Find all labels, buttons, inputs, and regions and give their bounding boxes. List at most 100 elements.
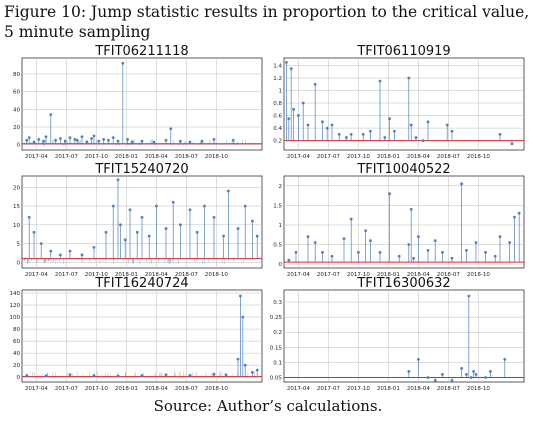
data-point (179, 223, 182, 227)
data-point (236, 357, 240, 361)
data-point (169, 127, 173, 131)
x-tick-label: 2017-07 (317, 272, 340, 278)
data-point (243, 204, 247, 208)
data-point (465, 248, 468, 252)
data-point (297, 114, 300, 117)
x-tick-label: 2018-10 (205, 272, 228, 278)
x-tick-label: 2018-01 (115, 386, 138, 392)
data-point (251, 219, 254, 223)
data-point (179, 139, 182, 143)
data-point (68, 249, 72, 253)
data-point (200, 139, 204, 143)
chart-title: TFIT10040522 (356, 162, 450, 177)
x-tick-label: 2017-10 (347, 154, 370, 160)
data-point (397, 254, 401, 258)
data-point (460, 367, 463, 370)
data-point (212, 372, 216, 376)
y-tick-label: 0.5 (273, 243, 282, 249)
chart-panel-1: TFIT06211118 2017-04 2017-07 2017-10 2018-01… (13, 44, 263, 160)
y-tick-label: 0.05 (270, 375, 283, 381)
y-tick-label: 1.5 (273, 203, 282, 209)
data-point (469, 376, 473, 379)
x-tick-label: 2017-07 (55, 272, 78, 278)
data-point (433, 239, 437, 242)
y-tick-label: 60 (13, 339, 20, 345)
x-tick-label: 2017-04 (25, 154, 48, 160)
y-tick-label: 5 (17, 242, 21, 248)
data-point (474, 373, 478, 376)
data-point (450, 379, 454, 382)
y-tick-label: 0.8 (273, 101, 282, 107)
data-point (407, 243, 411, 246)
x-tick-label: 2018-04 (407, 154, 430, 160)
data-point (147, 234, 151, 238)
data-point (121, 61, 125, 65)
y-tick-label: 1 (279, 223, 283, 229)
data-point (126, 137, 129, 141)
x-tick-label: 2017-10 (347, 272, 370, 278)
data-point (152, 140, 156, 144)
data-point (513, 215, 516, 219)
y-tick-label: 20 (13, 363, 20, 369)
y-tick-label: 0 (279, 262, 283, 268)
data-point (164, 138, 168, 142)
data-point (116, 178, 120, 182)
data-point (378, 250, 382, 254)
data-point (306, 235, 310, 239)
data-point (345, 136, 348, 139)
y-tick-label: 60 (13, 90, 20, 96)
x-tick-label: 2017-10 (85, 386, 108, 392)
x-tick-label: 2017-04 (287, 154, 310, 160)
chart-panel-5: TFIT16240724 2017-04 2017-07 2017-10 2018-01… (10, 276, 263, 392)
chart-panel-6: TFIT16300632 2017-04 2017-07 2017-10 2018-01… (270, 276, 525, 392)
data-point (188, 208, 192, 212)
x-tick-label: 2018-04 (407, 386, 430, 392)
data-point (342, 237, 346, 241)
data-point (325, 126, 329, 130)
data-point (75, 138, 79, 142)
data-point (421, 139, 425, 143)
data-point (503, 357, 507, 361)
data-point (388, 117, 391, 121)
data-point (123, 238, 127, 242)
data-point (135, 230, 139, 234)
data-point (85, 140, 89, 144)
y-tick-label: 10 (13, 223, 20, 229)
data-point (484, 376, 487, 379)
x-tick-label: 2018-07 (175, 154, 198, 160)
data-point (243, 363, 247, 367)
data-point (467, 294, 471, 298)
data-point (426, 120, 430, 124)
data-point (236, 227, 240, 230)
data-point (102, 137, 105, 141)
data-point (241, 315, 245, 319)
y-tick-label: 40 (13, 351, 20, 357)
data-point (44, 135, 48, 139)
data-point (116, 139, 120, 143)
data-point (80, 135, 84, 139)
x-tick-label: 2018-04 (145, 154, 168, 160)
data-point (349, 217, 353, 221)
data-point (369, 129, 372, 133)
data-point (90, 137, 93, 140)
data-point (25, 138, 29, 142)
data-point (111, 136, 115, 140)
data-point (92, 245, 96, 249)
y-tick-label: 1 (279, 89, 283, 95)
data-point (364, 229, 367, 233)
x-tick-label: 2017-07 (317, 386, 340, 392)
y-tick-label: 80 (13, 327, 20, 333)
x-tick-label: 2018-01 (115, 272, 138, 278)
y-tick-label: 140 (10, 291, 21, 297)
y-tick-label: 15 (13, 204, 20, 210)
data-point (287, 258, 291, 262)
chart-title: TFIT16300632 (356, 276, 450, 291)
source-note: Source: Author’s calculations. (153, 397, 383, 415)
data-point (128, 208, 132, 212)
y-tick-label: 1.4 (273, 64, 282, 70)
data-point (32, 230, 36, 234)
data-point (313, 241, 317, 244)
chart-panel-2: TFIT06110919 2017-04 2017-07 2017-10 2018-01… (273, 44, 525, 160)
data-point (369, 239, 372, 242)
data-point (42, 139, 45, 143)
